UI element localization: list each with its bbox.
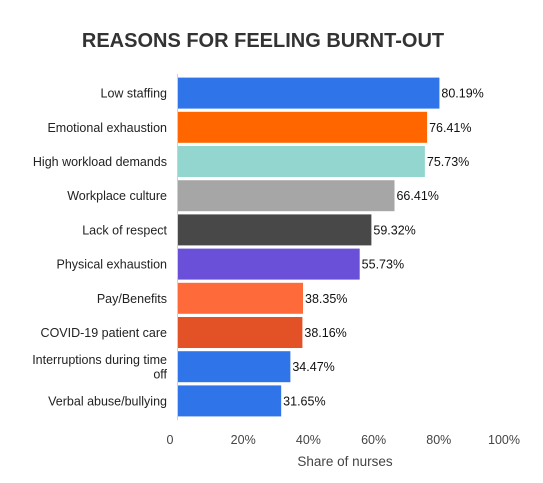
x-tick-label-2: 40% [296, 433, 321, 447]
category-label-9: Verbal abuse/bullying [48, 394, 167, 408]
bar-0 [178, 77, 440, 109]
bar-2 [178, 146, 425, 177]
category-label-3: Workplace culture [67, 189, 167, 203]
bar-8 [178, 351, 291, 383]
category-label-8: Interruptions during time off [32, 353, 167, 382]
value-label-1: 76.41% [429, 121, 471, 135]
category-label-4: Lack of respect [82, 223, 167, 237]
category-label-7: COVID-19 patient care [41, 326, 167, 340]
x-tick-label-1: 20% [231, 433, 256, 447]
value-label-3: 66.41% [396, 189, 438, 203]
value-labels: 80.19% 76.41% 75.73% 66.41% 59.32% 55.73% 38.3… [283, 87, 484, 409]
bar-5 [178, 248, 360, 280]
value-label-7: 38.16% [304, 326, 346, 340]
bar-9 [178, 385, 282, 417]
category-label-2: High workload demands [33, 155, 167, 169]
bar-7 [178, 317, 303, 348]
x-tick-label-0: 0 [167, 433, 174, 447]
chart-title: REASONS FOR FEELING BURNT-OUT [82, 30, 444, 52]
x-axis-title: Share of nurses [297, 454, 393, 469]
value-label-8: 34.47% [292, 360, 334, 374]
bar-1 [178, 111, 428, 143]
value-label-6: 38.35% [305, 292, 347, 306]
bars-group [178, 77, 440, 417]
x-tick-label-4: 80% [426, 433, 451, 447]
value-label-2: 75.73% [427, 155, 469, 169]
bar-6 [178, 282, 304, 314]
category-label-1: Emotional exhaustion [47, 121, 167, 135]
value-label-9: 31.65% [283, 394, 325, 408]
category-labels: Low staffing Emotional exhaustion High wor… [32, 87, 167, 409]
bar-4 [178, 214, 372, 246]
value-label-0: 80.19% [441, 87, 483, 101]
category-label-6: Pay/Benefits [97, 292, 167, 306]
category-label-0: Low staffing [101, 87, 168, 101]
value-label-4: 59.32% [373, 223, 415, 237]
x-axis-ticks: 0 20% 40% 60% 80% 100% [167, 433, 520, 447]
x-tick-label-5: 100% [488, 433, 520, 447]
bar-3 [178, 180, 395, 212]
value-label-5: 55.73% [362, 258, 404, 272]
category-label-5: Physical exhaustion [57, 258, 168, 272]
x-tick-label-3: 60% [361, 433, 386, 447]
